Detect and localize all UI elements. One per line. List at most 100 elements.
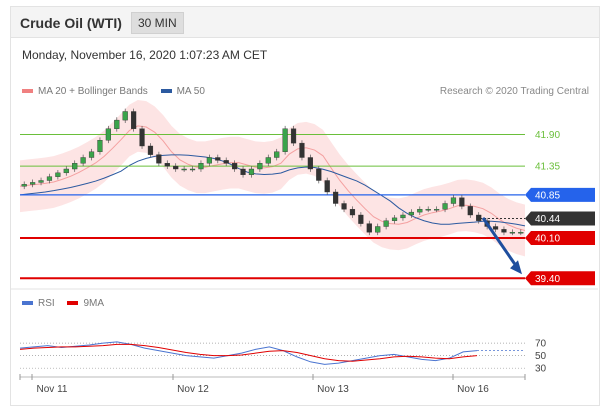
candle-body-53 (467, 206, 473, 216)
chart-header: Crude Oil (WTI) 30 MIN (11, 7, 599, 38)
candle-body-22 (206, 157, 212, 164)
candle-body-28 (257, 163, 263, 170)
candle-body-13 (131, 111, 137, 129)
candle-body-50 (442, 203, 448, 210)
rsi-level-label-0: 70 (535, 339, 547, 350)
candle-body-54 (476, 214, 482, 221)
legend-swatch-9ma (67, 301, 79, 306)
ma20-line (19, 125, 526, 232)
candle-body-2 (38, 180, 44, 183)
candle-body-34 (307, 157, 313, 170)
candle-body-51 (450, 197, 457, 204)
legend-swatch-ma50 (160, 89, 172, 94)
candle-body-47 (417, 209, 423, 213)
level-label-1: 41.35 (535, 162, 560, 173)
candle-body-38 (341, 203, 347, 210)
candle-body-1 (30, 182, 36, 185)
level-tag-3 (525, 211, 595, 226)
forecast-arrow-shaft (481, 217, 519, 269)
legend-item-9ma: 9MA (67, 298, 104, 309)
x-tick-label-0: Nov 11 (37, 384, 68, 395)
candle-body-0 (21, 184, 27, 187)
rsi-level-label-1: 50 (535, 351, 547, 362)
level-tag-4 (525, 231, 595, 245)
ma50-line (19, 154, 526, 227)
candle-body-43 (383, 220, 389, 227)
rsi-series-9ma (19, 343, 478, 362)
research-credit: Research © 2020 Trading Central (439, 86, 589, 97)
rsi-level-label-2: 30 (535, 364, 547, 375)
legend-label-9ma: 9MA (83, 298, 105, 309)
candle-body-10 (105, 128, 111, 141)
candle-body-59 (518, 232, 524, 234)
candle-body-26 (240, 168, 246, 175)
level-label-5: 39.40 (535, 274, 560, 285)
candle-body-40 (358, 214, 364, 224)
candle-body-16 (156, 154, 162, 164)
legend-label-ma50: MA 50 (176, 86, 205, 97)
candle-body-27 (248, 168, 255, 175)
candle-body-52 (459, 197, 465, 207)
legend-item-ma50: MA 50 (160, 86, 205, 97)
level-tag-5 (525, 271, 595, 286)
level-tag-2 (525, 187, 595, 202)
candle-body-20 (189, 168, 196, 171)
x-tick-label-1: Nov 12 (177, 384, 209, 395)
candle-body-7 (80, 157, 86, 164)
candle-body-23 (215, 157, 221, 161)
candle-body-17 (164, 163, 170, 167)
candle-body-49 (434, 209, 440, 211)
candle-body-11 (114, 119, 120, 129)
level-label-4: 40.10 (535, 234, 560, 245)
candle-body-35 (316, 168, 322, 181)
candle-body-21 (198, 163, 204, 170)
candle-body-37 (333, 191, 339, 204)
candle-body-58 (509, 232, 515, 234)
candle-body-29 (265, 157, 271, 164)
candle-body-18 (173, 165, 179, 170)
candle-body-12 (122, 111, 128, 121)
candle-body-45 (400, 214, 406, 219)
candle-body-24 (223, 160, 229, 164)
legend-label-rsi: RSI (38, 298, 55, 309)
legend-item-rsi: RSI (22, 298, 55, 309)
main-legend: MA 20 + Bollinger Bands MA 50 (22, 86, 205, 97)
candle-body-32 (290, 128, 297, 144)
instrument-title: Crude Oil (WTI) (20, 15, 122, 31)
level-label-3: 40.44 (535, 214, 560, 225)
candle-body-46 (408, 211, 414, 216)
candle-body-25 (232, 163, 238, 170)
candle-body-44 (391, 217, 398, 221)
rsi-series-rsi (19, 341, 478, 365)
candle-body-30 (274, 151, 280, 158)
candle-body-9 (97, 140, 103, 152)
candle-body-6 (72, 163, 78, 170)
timeframe-badge[interactable]: 30 MIN (131, 12, 184, 34)
candle-body-48 (425, 209, 431, 211)
candle-body-42 (375, 226, 381, 233)
candle-body-33 (299, 142, 305, 158)
candle-body-31 (282, 128, 288, 152)
x-tick-label-2: Nov 13 (317, 384, 349, 395)
candle-body-15 (147, 145, 154, 155)
legend-item-bollinger: MA 20 + Bollinger Bands (22, 86, 148, 97)
candle-body-8 (88, 151, 95, 158)
bollinger-band (20, 100, 525, 257)
candle-body-39 (349, 209, 356, 216)
rsi-legend: RSI 9MA (22, 298, 104, 309)
candle-body-5 (63, 168, 69, 174)
candle-body-4 (55, 172, 61, 177)
legend-swatch-rsi (22, 301, 33, 306)
legend-label-bollinger: MA 20 + Bollinger Bands (38, 86, 148, 97)
candle-body-57 (501, 229, 507, 233)
candle-body-3 (46, 176, 53, 181)
level-label-0: 41.90 (535, 130, 560, 141)
candle-body-14 (139, 128, 145, 147)
candle-body-36 (324, 180, 330, 193)
x-tick-label-3: Nov 16 (457, 384, 489, 395)
forecast-arrow-head (510, 260, 522, 275)
level-label-2: 40.85 (535, 190, 560, 201)
legend-swatch-bollinger (22, 89, 33, 94)
candle-body-41 (366, 223, 372, 233)
